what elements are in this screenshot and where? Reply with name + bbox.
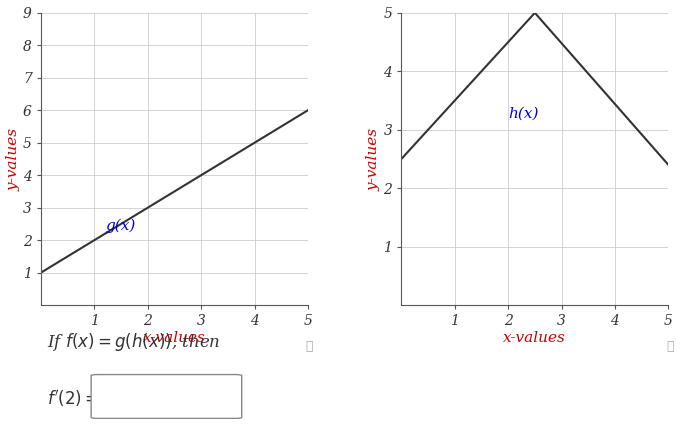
Text: 🔍: 🔍: [306, 340, 313, 353]
X-axis label: x-values: x-values: [143, 331, 206, 345]
Y-axis label: y-values: y-values: [6, 128, 20, 190]
Text: g(x): g(x): [105, 219, 135, 233]
X-axis label: x-values: x-values: [503, 331, 566, 345]
Text: h(x): h(x): [508, 107, 539, 121]
Text: If $f(x) = g(h(x))$, then: If $f(x) = g(h(x))$, then: [47, 331, 221, 353]
Text: $f'(2) =$: $f'(2) =$: [47, 388, 99, 409]
Y-axis label: y-values: y-values: [367, 128, 381, 190]
FancyBboxPatch shape: [91, 374, 241, 419]
Text: 🔍: 🔍: [666, 340, 674, 353]
